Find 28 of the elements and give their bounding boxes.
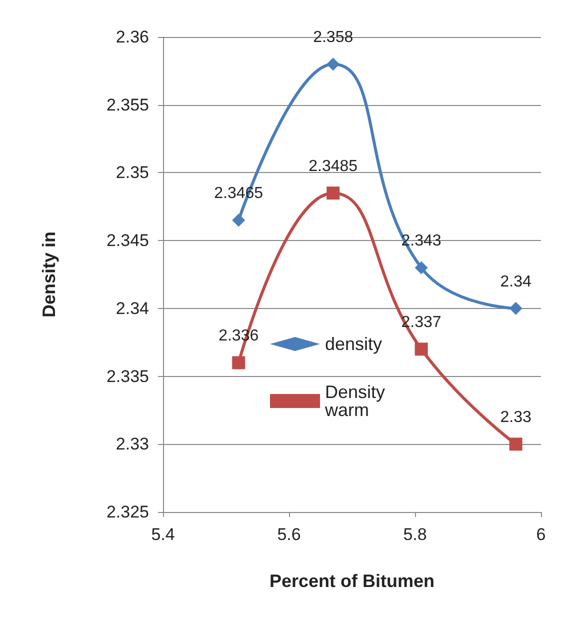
x-tick-label: 5.4 — [151, 525, 175, 544]
point — [414, 261, 428, 274]
x-tick-label: 5.8 — [403, 525, 427, 544]
y-tick-label: 2.35 — [116, 163, 149, 182]
y-tick-label: 2.36 — [116, 28, 149, 46]
x-axis-title: Percent of Bitumen — [269, 571, 435, 591]
point — [232, 356, 246, 370]
y-tick-label: 2.33 — [116, 434, 149, 454]
y-tick-label: 2.345 — [106, 231, 149, 250]
data-label: 2.34 — [500, 273, 532, 290]
y-tick-label: 2.335 — [106, 366, 149, 386]
point — [232, 214, 246, 227]
x-tick-label: 6 — [536, 525, 546, 544]
legend-label: density — [325, 334, 382, 354]
legend-label: Density warm — [324, 382, 390, 420]
x-tick-label: 5.6 — [277, 525, 301, 544]
y-tick-label: 2.34 — [116, 298, 149, 318]
y-axis-title: Density in — [39, 231, 59, 318]
point — [509, 302, 522, 315]
data-label: 2.33 — [500, 409, 532, 426]
data-label: 2.358 — [313, 29, 354, 46]
point — [414, 342, 428, 356]
point — [326, 58, 340, 71]
y-tick-label: 2.355 — [106, 95, 149, 114]
point — [326, 186, 340, 200]
point — [509, 438, 522, 451]
data-label: 2.3485 — [308, 158, 358, 176]
y-tick-label: 2.325 — [106, 502, 149, 522]
